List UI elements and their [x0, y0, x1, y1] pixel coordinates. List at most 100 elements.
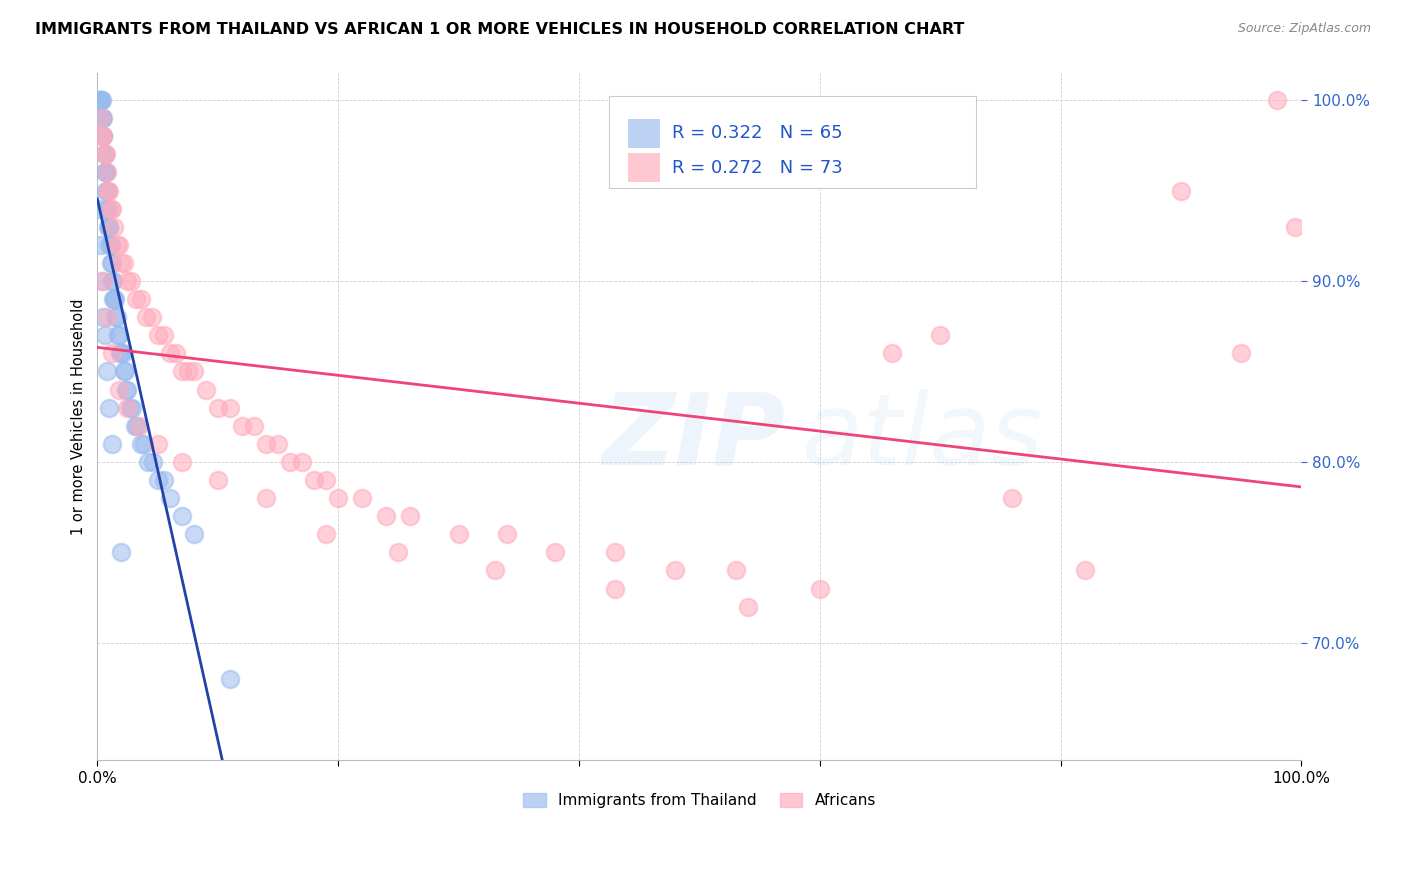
Point — [152, 473, 174, 487]
Point — [207, 473, 229, 487]
Point — [94, 147, 117, 161]
Point — [207, 401, 229, 415]
Point — [94, 165, 117, 179]
Point — [136, 455, 159, 469]
Point — [170, 364, 193, 378]
Point — [724, 564, 747, 578]
Point — [98, 184, 121, 198]
Point — [94, 184, 117, 198]
Point — [93, 129, 115, 144]
Point — [93, 147, 115, 161]
FancyBboxPatch shape — [628, 119, 659, 148]
Point — [108, 237, 131, 252]
Point — [159, 346, 181, 360]
Point — [93, 147, 115, 161]
Point — [1284, 219, 1306, 234]
Point — [115, 383, 138, 397]
Point — [291, 455, 314, 469]
Point — [90, 93, 112, 107]
Point — [90, 237, 112, 252]
Point — [605, 545, 627, 559]
Point — [170, 509, 193, 524]
Point — [165, 346, 187, 360]
Point — [124, 418, 146, 433]
Point — [89, 93, 111, 107]
Point — [112, 364, 135, 378]
Point — [94, 165, 117, 179]
Point — [105, 310, 128, 325]
Point — [544, 545, 567, 559]
Point — [90, 93, 112, 107]
Point — [98, 219, 121, 234]
Point — [93, 165, 115, 179]
Point — [117, 401, 139, 415]
Point — [110, 346, 132, 360]
Point — [96, 364, 118, 378]
Point — [176, 364, 198, 378]
Point — [495, 527, 517, 541]
Point — [91, 112, 114, 126]
Point — [104, 292, 127, 306]
Point — [737, 599, 759, 614]
Point — [929, 328, 952, 343]
Point — [101, 202, 124, 216]
Point — [183, 364, 205, 378]
Point — [1267, 93, 1289, 107]
Point — [91, 93, 114, 107]
Point — [134, 310, 156, 325]
Point — [98, 219, 121, 234]
Point — [146, 473, 169, 487]
Point — [91, 112, 114, 126]
Point — [105, 237, 128, 252]
Text: R = 0.322   N = 65: R = 0.322 N = 65 — [672, 125, 842, 143]
Point — [352, 491, 374, 505]
Point — [93, 147, 115, 161]
Point — [142, 455, 165, 469]
Point — [315, 527, 337, 541]
Point — [90, 112, 112, 126]
Point — [128, 418, 150, 433]
Point — [101, 346, 124, 360]
Point — [87, 93, 110, 107]
Y-axis label: 1 or more Vehicles in Household: 1 or more Vehicles in Household — [72, 299, 86, 535]
Point — [267, 437, 290, 451]
Point — [129, 437, 152, 451]
Point — [110, 256, 132, 270]
Text: IMMIGRANTS FROM THAILAND VS AFRICAN 1 OR MORE VEHICLES IN HOUSEHOLD CORRELATION : IMMIGRANTS FROM THAILAND VS AFRICAN 1 OR… — [35, 22, 965, 37]
Point — [110, 346, 132, 360]
Point — [146, 328, 169, 343]
Point — [91, 274, 114, 288]
Point — [96, 165, 118, 179]
Point — [100, 256, 122, 270]
Point — [93, 129, 115, 144]
Point — [117, 383, 139, 397]
Point — [118, 401, 141, 415]
Point — [254, 491, 277, 505]
Point — [127, 418, 149, 433]
Point — [254, 437, 277, 451]
Point — [328, 491, 350, 505]
Point — [218, 672, 240, 686]
Point — [605, 582, 627, 596]
Point — [141, 310, 163, 325]
Point — [243, 418, 266, 433]
Point — [93, 112, 115, 126]
Point — [664, 564, 686, 578]
Point — [91, 129, 114, 144]
Point — [302, 473, 325, 487]
Point — [110, 545, 132, 559]
Point — [125, 292, 148, 306]
Point — [114, 364, 136, 378]
Point — [1170, 184, 1192, 198]
Point — [111, 346, 134, 360]
Text: ZIP: ZIP — [603, 389, 786, 486]
Point — [93, 129, 115, 144]
Point — [278, 455, 301, 469]
Point — [231, 418, 253, 433]
Point — [93, 328, 115, 343]
Point — [100, 237, 122, 252]
Point — [170, 455, 193, 469]
Point — [121, 401, 143, 415]
Point — [1001, 491, 1024, 505]
Point — [194, 383, 217, 397]
